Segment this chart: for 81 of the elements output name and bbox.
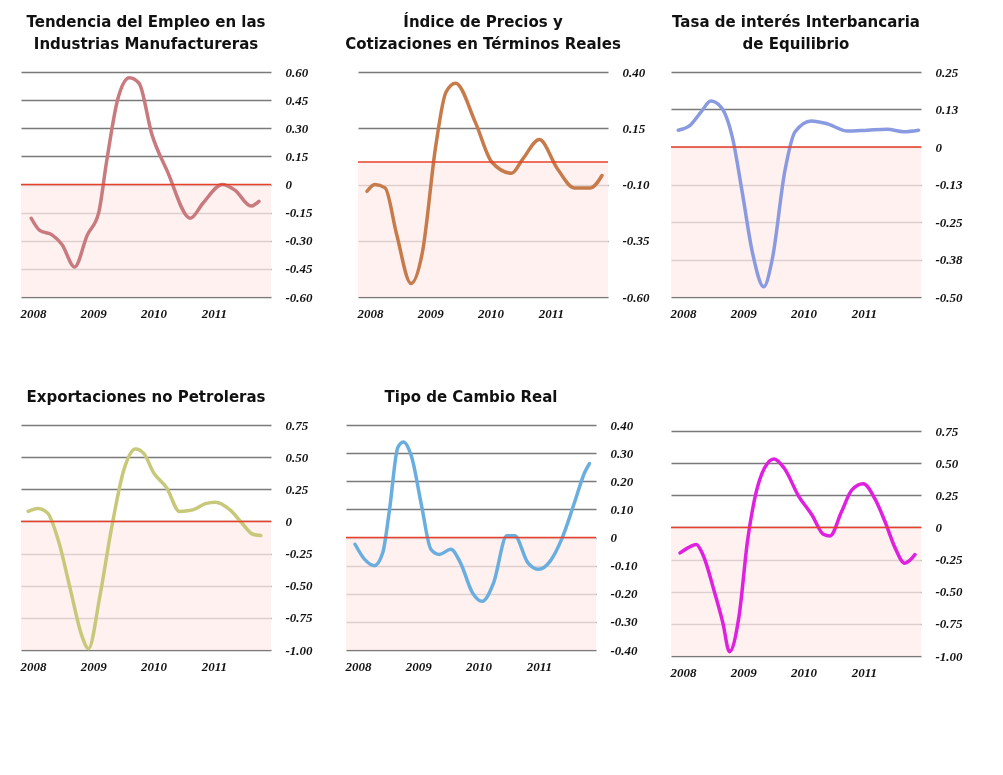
chart-title: Tendencia del Empleo en las Industrias Manufactureras <box>26 13 266 53</box>
line-series <box>365 81 604 286</box>
y-tick-label: -0.25 <box>935 552 964 568</box>
chart-title: Exportaciones no Petroleras <box>26 388 266 406</box>
x-tick-label: 2010 <box>477 305 505 321</box>
line-series <box>29 75 261 269</box>
y-tick-label: 0 <box>610 530 618 545</box>
y-tick-label: 0 <box>285 513 293 529</box>
x-tick-label: 2011 <box>200 658 227 674</box>
y-tick-label: -0.75 <box>935 616 964 632</box>
x-tick-label: 2010 <box>790 305 818 321</box>
y-tick-label: 0.13 <box>935 102 959 117</box>
y-tick-label: -1.00 <box>285 642 314 658</box>
chart-title: Índice de Precios y Cotizaciones en Términos Reales <box>345 12 621 53</box>
x-tick-label: 2010 <box>465 658 493 674</box>
y-tick-label: -0.50 <box>935 584 964 600</box>
line-series <box>676 99 921 289</box>
y-tick-label: 0.25 <box>285 481 309 497</box>
x-tick-label: 2008 <box>669 664 698 680</box>
y-tick-label: 0.75 <box>935 423 959 439</box>
x-tick-label: 2008 <box>19 305 48 321</box>
y-tick-label: 0.60 <box>285 64 309 80</box>
y-tick-label: -0.10 <box>622 177 651 192</box>
y-tick-label: 0.50 <box>935 455 959 471</box>
y-tick-label: -0.30 <box>610 614 639 630</box>
x-tick-label: 2009 <box>79 658 108 674</box>
y-tick-label: -0.25 <box>285 546 314 562</box>
y-tick-label: 0.30 <box>285 120 309 136</box>
y-tick-label: 0.10 <box>610 501 634 517</box>
y-tick-label: -0.30 <box>285 233 314 249</box>
x-tick-label: 2010 <box>790 664 818 680</box>
x-tick-label: 2008 <box>19 658 48 674</box>
x-tick-label: 2009 <box>79 305 108 321</box>
y-tick-label: -0.25 <box>935 214 964 230</box>
y-tick-label: -0.35 <box>622 233 651 249</box>
chart-title: Tasa de interés Interbancaria de Equilibrio <box>672 13 920 53</box>
x-tick-label: 2011 <box>200 305 227 321</box>
y-tick-label: 0.30 <box>610 445 634 461</box>
y-tick-label: -0.60 <box>285 289 314 305</box>
y-tick-label: 0.40 <box>622 64 646 80</box>
y-tick-label: 0.40 <box>610 417 634 433</box>
y-tick-label: -0.20 <box>610 586 639 602</box>
y-tick-label: -0.10 <box>610 558 639 574</box>
x-tick-label: 2011 <box>850 664 877 680</box>
y-tick-label: -0.50 <box>285 578 314 594</box>
y-tick-label: 0.45 <box>285 92 309 108</box>
y-tick-label: 0 <box>935 519 943 535</box>
y-tick-label: 0 <box>935 139 943 155</box>
x-tick-label: 2011 <box>537 305 564 321</box>
x-tick-label: 2008 <box>356 305 385 321</box>
x-tick-label: 2009 <box>404 658 433 674</box>
x-tick-label: 2011 <box>525 658 552 674</box>
y-tick-label: 0.15 <box>622 120 646 136</box>
y-tick-label: -0.13 <box>935 177 964 192</box>
y-tick-label: 0.25 <box>935 487 959 503</box>
y-tick-label: 0 <box>285 177 293 192</box>
y-tick-label: 0.15 <box>285 148 309 164</box>
line-series <box>26 447 263 651</box>
line-series <box>678 457 917 654</box>
x-tick-label: 2009 <box>416 305 445 321</box>
x-tick-label: 2010 <box>140 658 168 674</box>
x-tick-label: 2008 <box>669 305 698 321</box>
y-tick-label: -0.15 <box>285 205 314 221</box>
y-tick-label: -0.75 <box>285 610 314 626</box>
y-tick-label: -0.50 <box>935 289 964 305</box>
y-tick-label: 0.50 <box>285 449 309 465</box>
y-tick-label: -0.60 <box>622 289 651 305</box>
y-tick-label: -0.38 <box>935 252 964 267</box>
chart-title: Tipo de Cambio Real <box>384 388 558 406</box>
y-tick-label: -1.00 <box>935 648 964 664</box>
x-tick-label: 2008 <box>344 658 373 674</box>
x-tick-label: 2009 <box>729 664 758 680</box>
y-tick-label: -0.40 <box>610 642 639 658</box>
line-series <box>353 440 592 604</box>
x-tick-label: 2010 <box>140 305 168 321</box>
y-tick-label: 0.20 <box>610 473 634 489</box>
x-tick-label: 2009 <box>729 305 758 321</box>
y-tick-label: 0.75 <box>285 417 309 433</box>
x-tick-label: 2011 <box>850 305 877 321</box>
y-tick-label: 0.25 <box>935 64 959 80</box>
y-tick-label: -0.45 <box>285 261 314 277</box>
